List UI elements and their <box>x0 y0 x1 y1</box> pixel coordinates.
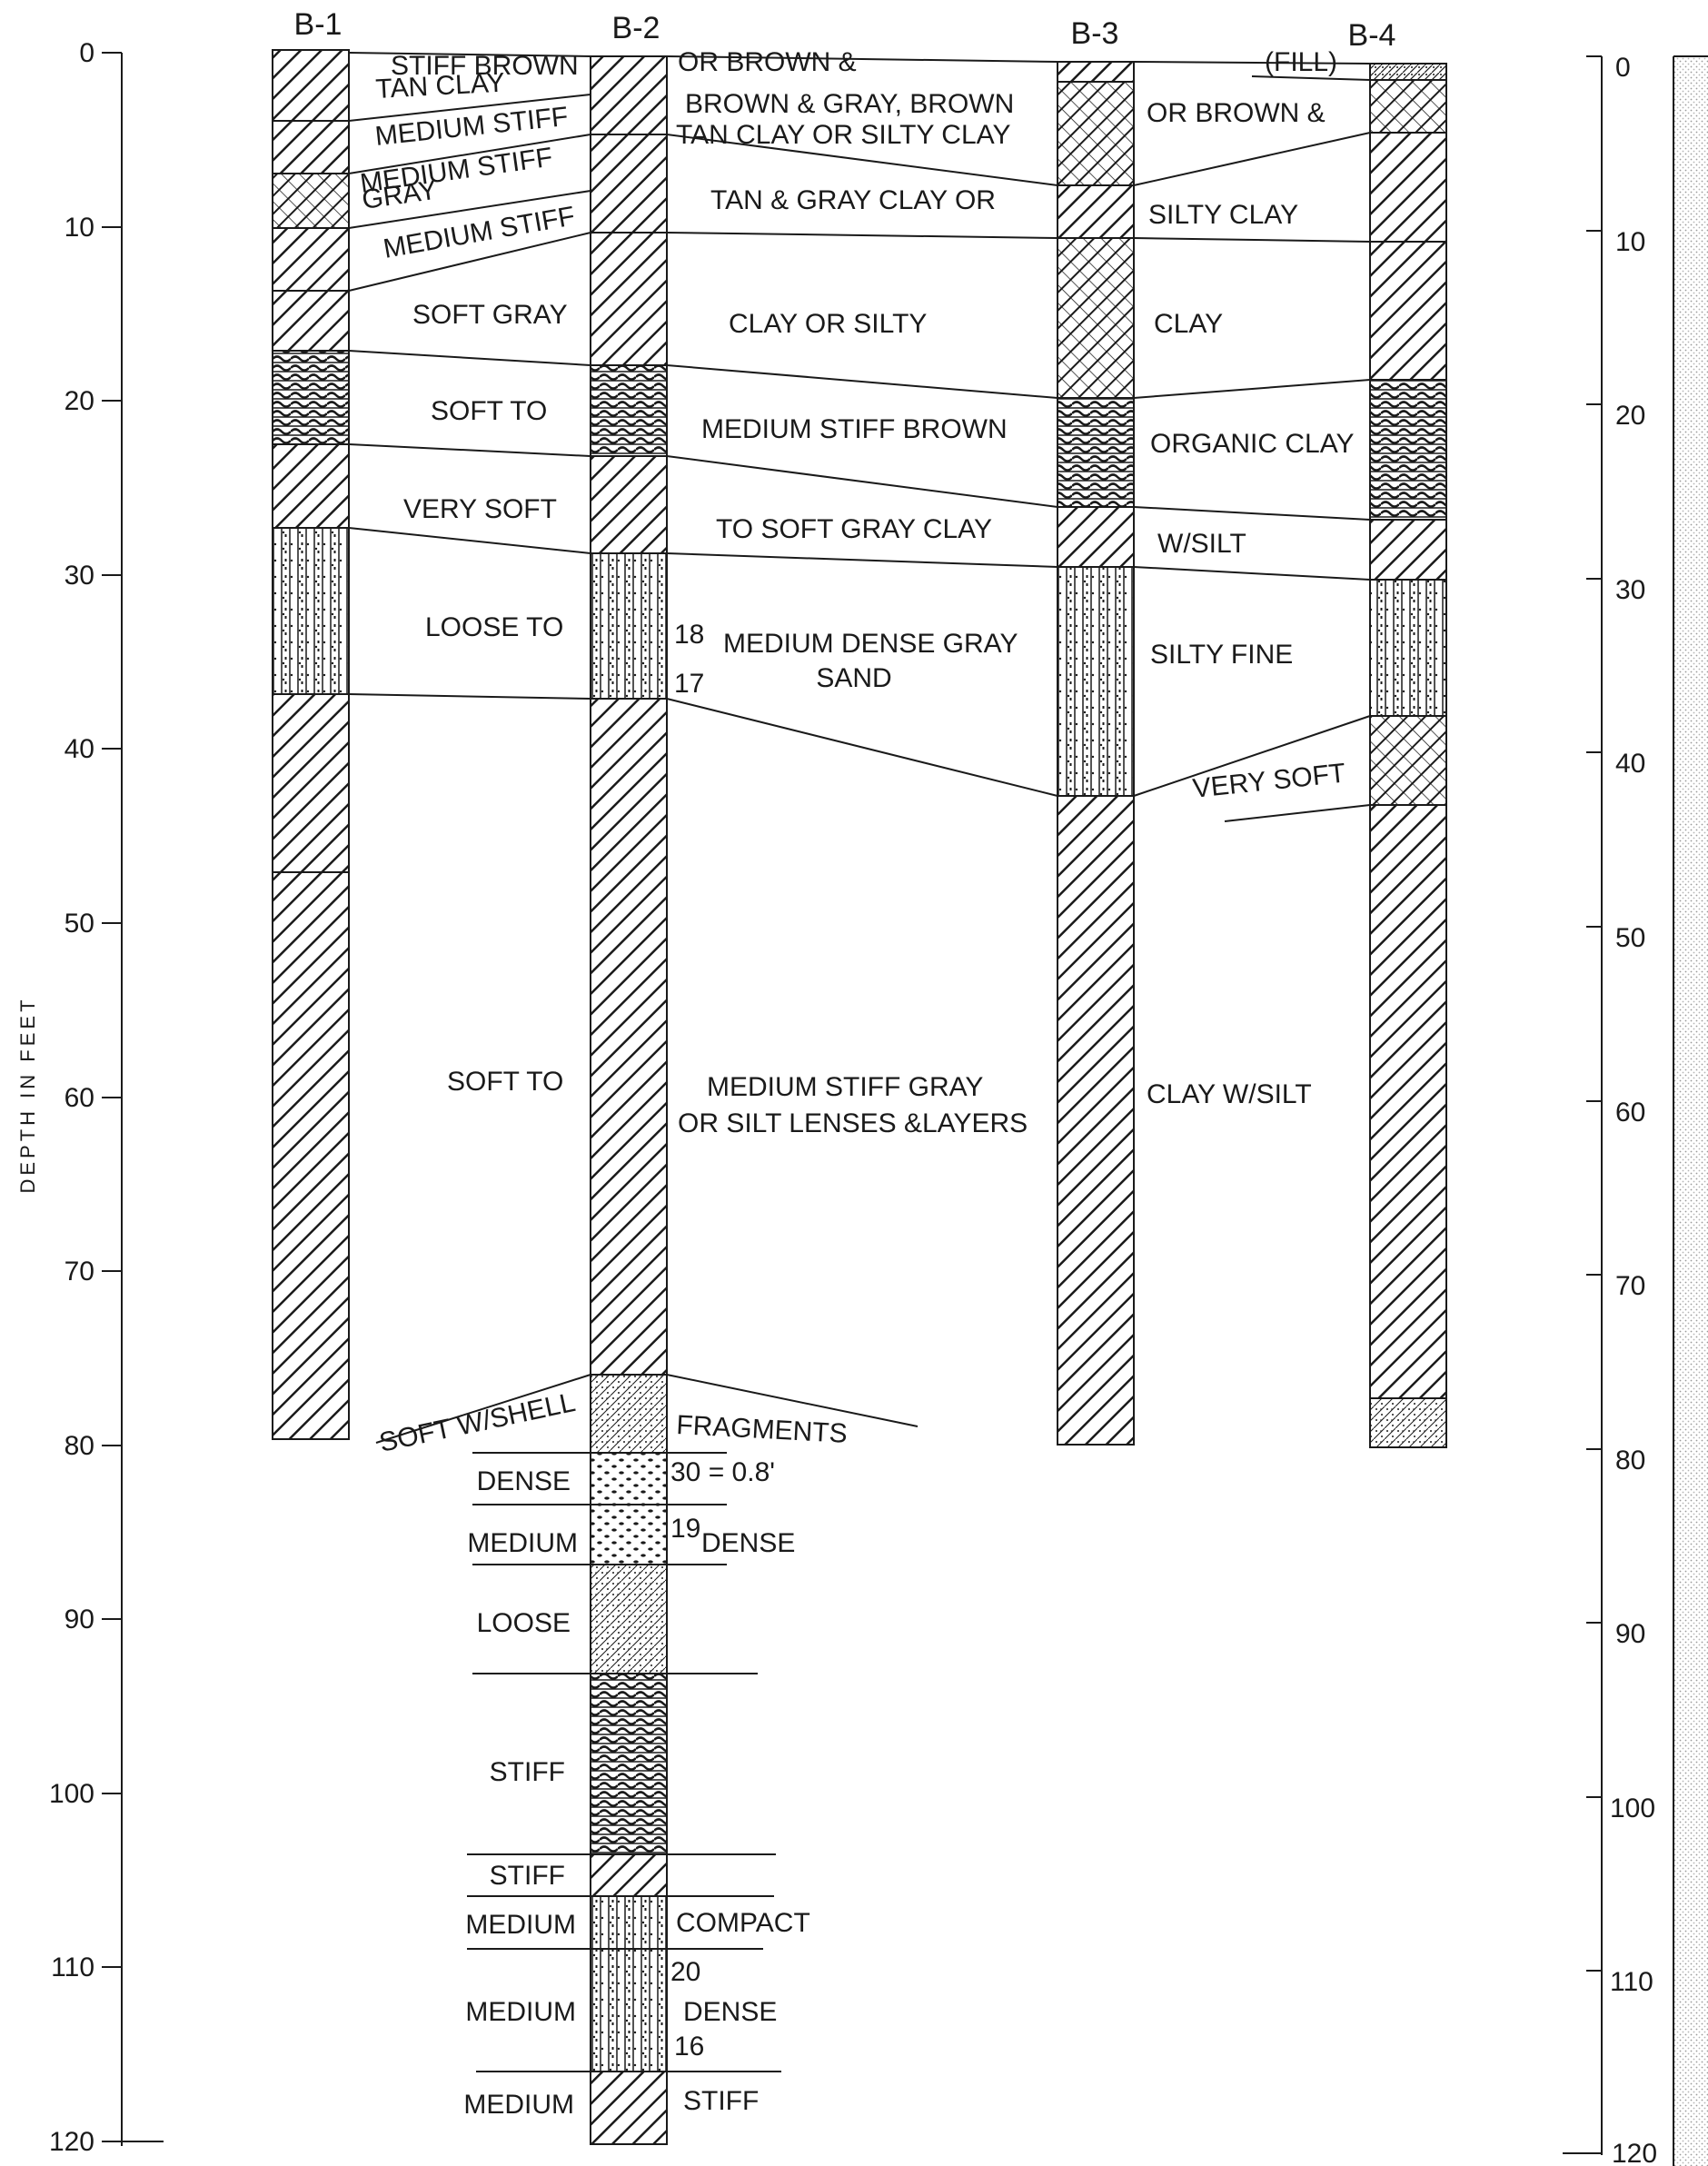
stratum-boundaries <box>348 52 1371 2072</box>
label-dense: DENSE <box>477 1466 571 1496</box>
label-tan-clay-silty: TAN CLAY OR SILTY CLAY <box>676 120 1010 150</box>
right-tick-30: 30 <box>1615 575 1645 605</box>
label-organic-clay: ORGANIC CLAY <box>1150 429 1355 459</box>
label-dense-3: DENSE <box>683 1997 777 2027</box>
blow-count-20: 20 <box>670 1957 700 1987</box>
left-tick-0: 0 <box>79 38 94 68</box>
right-tick-110: 110 <box>1610 1967 1653 1997</box>
label-dense-2: DENSE <box>701 1528 795 1558</box>
label-w-silt: W/SILT <box>1157 529 1246 559</box>
label-30-0-8: 30 = 0.8' <box>670 1457 775 1487</box>
blow-count-16: 16 <box>674 2032 704 2062</box>
label-very-soft-1: VERY SOFT <box>403 494 557 524</box>
right-tick-10: 10 <box>1615 227 1645 257</box>
label-or-silt-lenses: OR SILT LENSES &LAYERS <box>678 1108 1028 1138</box>
left-depth-axis: 0 10 20 30 40 50 60 70 80 90 100 110 120… <box>16 38 164 2157</box>
boring-b3-column <box>1057 61 1135 1446</box>
boring-b4-title: B-4 <box>1348 18 1396 53</box>
label-compact: COMPACT <box>676 1908 810 1938</box>
label-stiff-2: STIFF <box>490 1861 565 1891</box>
label-soft-to-1: SOFT TO <box>431 396 547 426</box>
right-tick-50: 50 <box>1615 923 1645 953</box>
axis-title: DEPTH IN FEET <box>16 996 39 1193</box>
label-fragments: FRAGMENTS <box>676 1410 849 1449</box>
label-medium-3: MEDIUM <box>465 1997 576 2027</box>
boring-b4-column <box>1369 63 1447 1448</box>
left-tick-80: 80 <box>65 1431 94 1461</box>
label-medium-stiff-gray: MEDIUM STIFF GRAY <box>707 1072 983 1102</box>
layer-labels: STIFF BROWN TAN CLAY MEDIUM STIFF MEDIUM… <box>358 47 1354 2120</box>
label-silty-fine: SILTY FINE <box>1150 640 1293 670</box>
label-sand: SAND <box>816 663 891 693</box>
right-tick-20: 20 <box>1615 401 1645 431</box>
left-tick-70: 70 <box>65 1257 94 1287</box>
blow-count-19: 19 <box>670 1514 700 1544</box>
boring-b3-title: B-3 <box>1071 16 1119 51</box>
label-stiff-3: STIFF <box>683 2086 759 2116</box>
label-tan-gray-clay: TAN & GRAY CLAY OR <box>710 185 996 215</box>
left-tick-100: 100 <box>49 1779 94 1809</box>
label-stiff-1: STIFF <box>490 1757 565 1787</box>
label-medium-2: MEDIUM <box>465 1910 576 1940</box>
label-brown-gray-brown: BROWN & GRAY, BROWN <box>685 89 1014 119</box>
label-loose: LOOSE <box>477 1608 571 1638</box>
blow-count-17: 17 <box>674 669 704 699</box>
boring-b1-title: B-1 <box>294 7 343 42</box>
right-tick-90: 90 <box>1615 1619 1645 1649</box>
label-medium-stiff-brown: MEDIUM STIFF BROWN <box>701 414 1008 444</box>
left-tick-20: 20 <box>65 386 94 416</box>
label-medium-4: MEDIUM <box>463 2090 574 2120</box>
label-medium-1: MEDIUM <box>467 1528 578 1558</box>
label-fill: (FILL) <box>1265 47 1337 77</box>
boring-b2-title: B-2 <box>612 11 660 45</box>
right-tick-80: 80 <box>1615 1446 1645 1475</box>
label-medium-stiff-3: MEDIUM STIFF <box>381 201 577 264</box>
label-clay: CLAY <box>1154 309 1223 339</box>
left-tick-120: 120 <box>49 2127 94 2157</box>
label-stiff-brown: STIFF BROWN <box>391 51 579 81</box>
label-soft-to-2: SOFT TO <box>447 1067 563 1097</box>
right-tick-100: 100 <box>1610 1793 1655 1823</box>
label-clay-w-silt: CLAY W/SILT <box>1147 1079 1312 1109</box>
label-silty-clay: SILTY CLAY <box>1148 200 1298 230</box>
left-tick-60: 60 <box>65 1083 94 1113</box>
right-tick-120: 120 <box>1612 2139 1657 2166</box>
label-to-soft-gray-clay: TO SOFT GRAY CLAY <box>716 514 992 544</box>
label-soft-gray: SOFT GRAY <box>412 300 568 330</box>
label-loose-to: LOOSE TO <box>425 612 563 642</box>
right-tick-70: 70 <box>1615 1271 1645 1301</box>
label-clay-or-silty: CLAY OR SILTY <box>729 309 927 339</box>
label-medium-dense-gray: MEDIUM DENSE GRAY <box>723 629 1018 659</box>
label-or-brown-2: OR BROWN & <box>1147 98 1326 128</box>
left-tick-50: 50 <box>65 909 94 939</box>
label-tan-clay: TAN CLAY <box>375 68 506 104</box>
label-soft-w-shell: SOFT W/SHELL <box>377 1387 579 1458</box>
right-tick-40: 40 <box>1615 749 1645 779</box>
label-or-brown-1: OR BROWN & <box>678 47 857 77</box>
right-tick-0: 0 <box>1615 53 1631 83</box>
boring-b2-column <box>590 55 668 2145</box>
right-depth-axis: 0 10 20 30 40 50 60 70 80 90 100 110 120 <box>1563 53 1708 2166</box>
left-tick-10: 10 <box>65 213 94 243</box>
left-tick-110: 110 <box>51 1952 94 1982</box>
left-tick-90: 90 <box>65 1605 94 1634</box>
right-tick-60: 60 <box>1615 1098 1645 1128</box>
boring-b1-column <box>272 49 350 1440</box>
label-very-soft-2: VERY SOFT <box>1191 758 1346 803</box>
blow-count-18: 18 <box>674 620 704 650</box>
left-tick-40: 40 <box>65 734 94 764</box>
left-tick-30: 30 <box>65 561 94 591</box>
